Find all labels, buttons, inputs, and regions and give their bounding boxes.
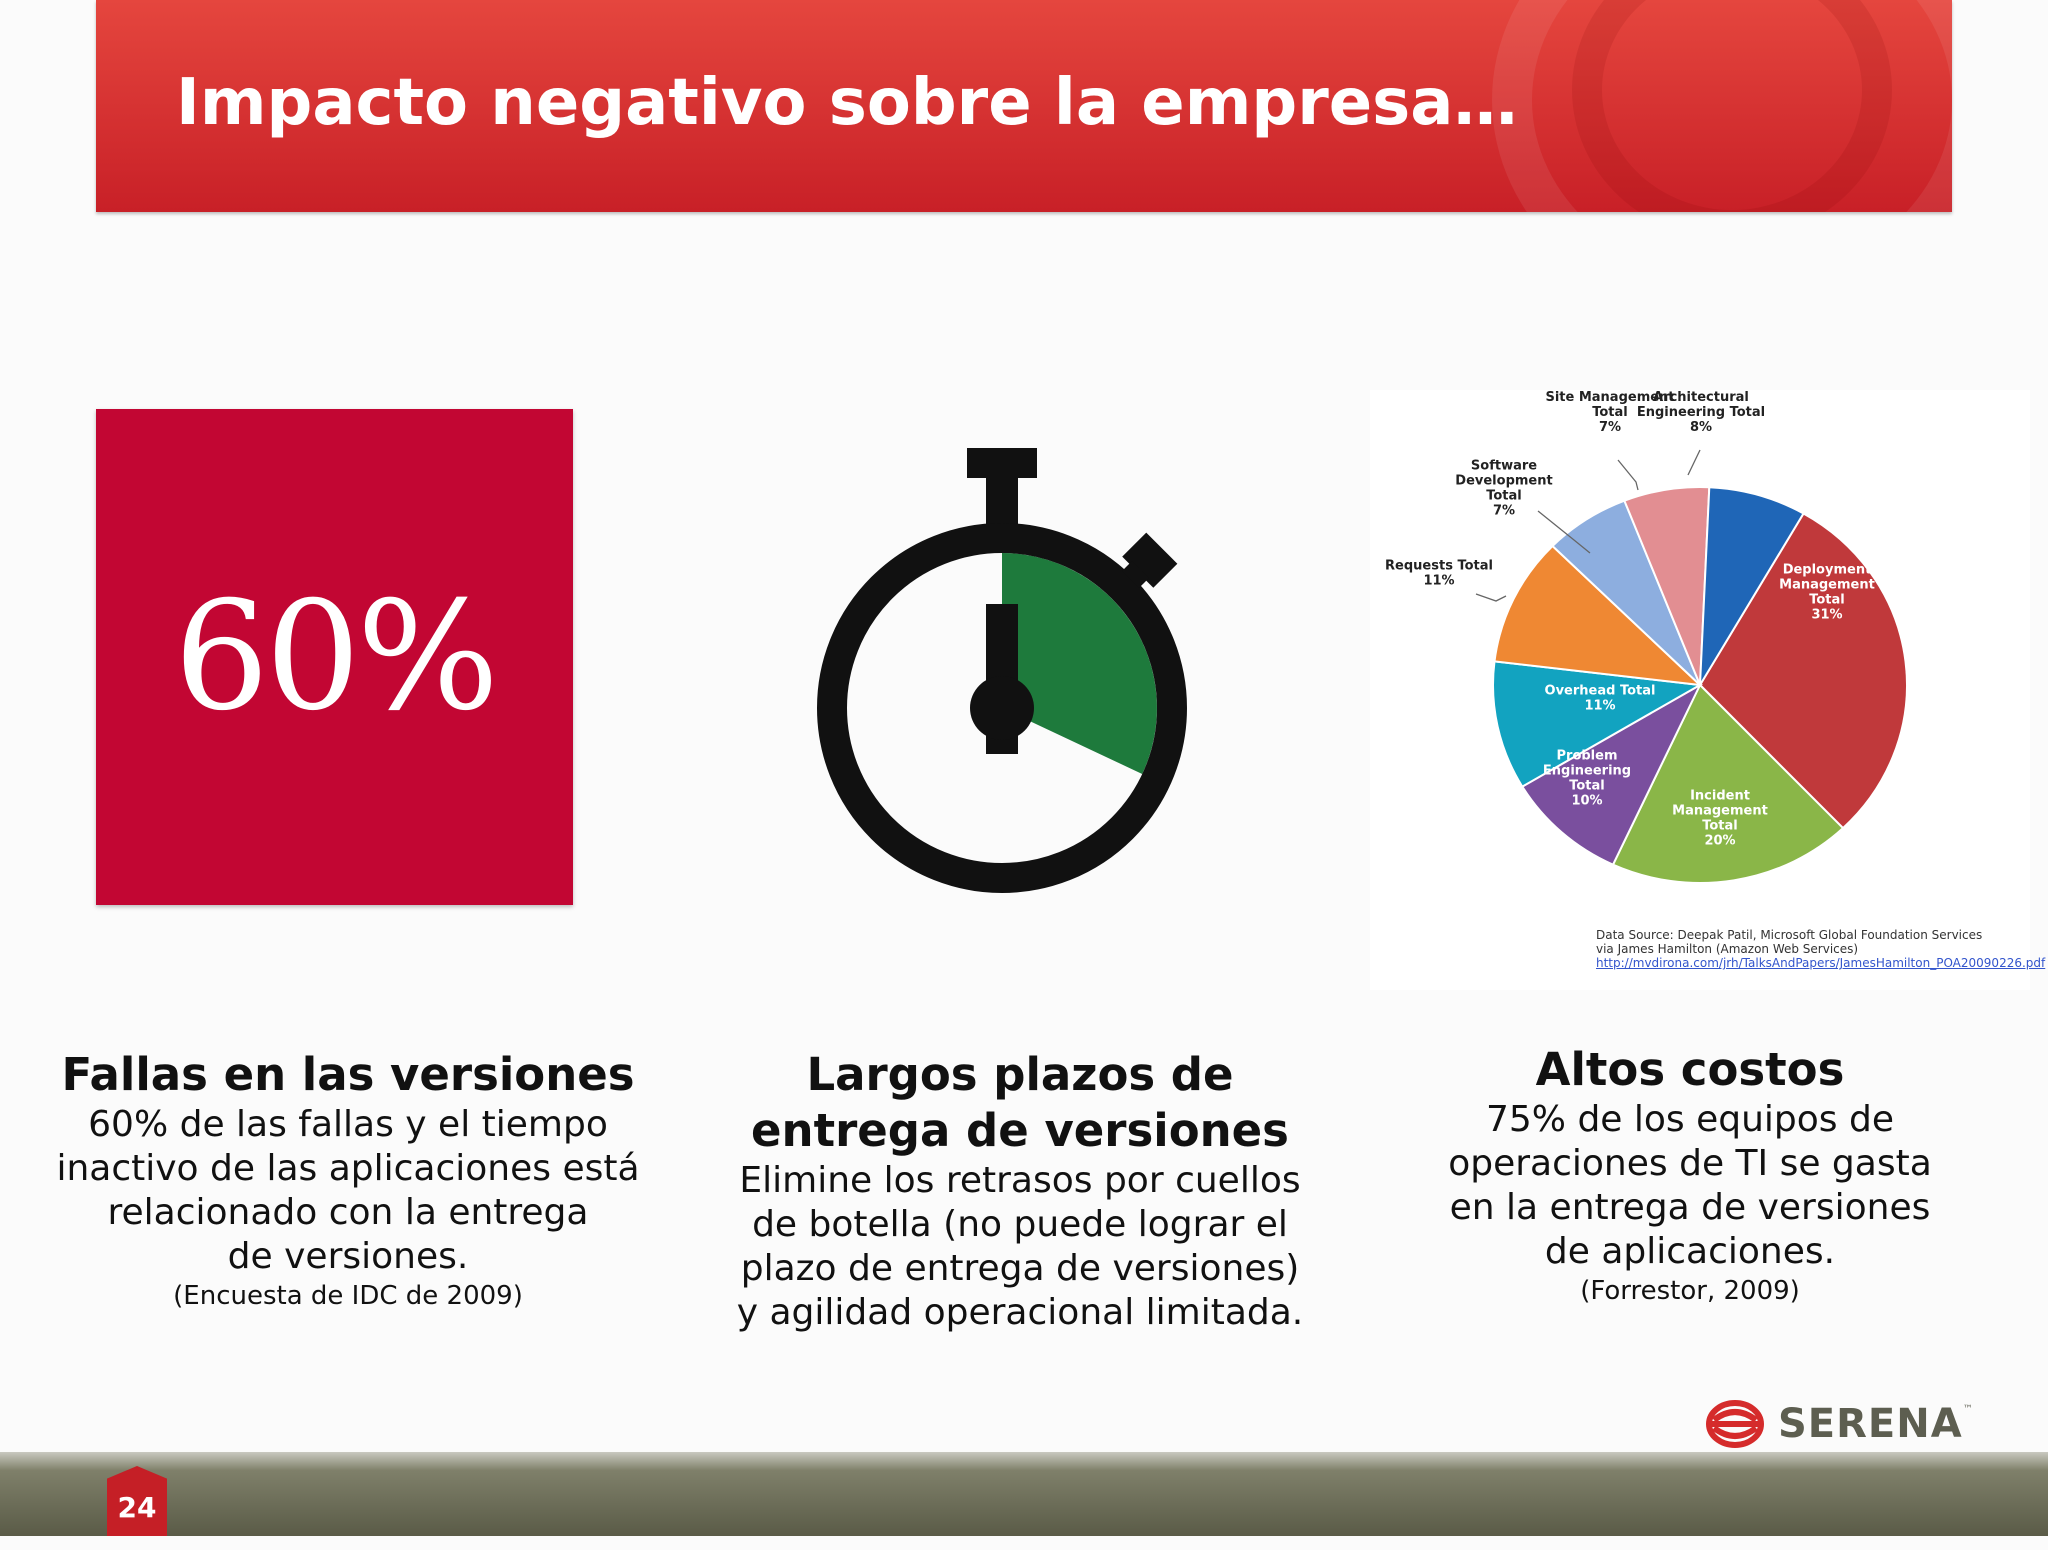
pie-slice-label: Site Management Total 7%	[1545, 390, 1674, 435]
column-source: (Forrestor, 2009)	[1580, 1276, 1800, 1306]
body-line: en la entrega de versiones	[1449, 1187, 1931, 1228]
pie-slice	[1698, 512, 1908, 830]
body-line: relacionado con la entrega	[107, 1192, 589, 1233]
column-heading: Fallas en las versiones	[61, 1048, 635, 1101]
leader-line-software	[1537, 510, 1591, 554]
stopwatch-stem	[986, 472, 1018, 524]
stopwatch-elapsed-sector	[1002, 553, 1157, 774]
brand-name: SERENA	[1778, 1401, 1963, 1447]
banner-swirl-decoration	[1572, 0, 1892, 212]
body-line: de aplicaciones.	[1544, 1231, 1836, 1272]
body-line: 60% de las fallas y el tiempo	[88, 1104, 608, 1145]
pie-slice-label: Incident Management Total 20%	[1672, 789, 1768, 849]
pie-slice-label: Overhead Total 11%	[1545, 684, 1656, 714]
leader-lines	[1475, 449, 1701, 602]
pie-chart-panel: Deployment Management Total 31% Incident Mana…	[1370, 390, 2030, 990]
body-line: 75% de los equipos de	[1485, 1099, 1895, 1140]
pie-slice-label: Problem Engineering Total 10%	[1543, 749, 1631, 809]
column-high-costs: Altos costos 75% de los equipos de opera…	[1380, 1042, 2000, 1308]
serena-logo-icon	[1706, 1400, 1764, 1448]
chart-source-note: Data Source: Deepak Patil, Microsoft Glo…	[1596, 928, 2045, 970]
column-heading: Largos plazos de	[806, 1048, 1234, 1101]
footer-bar	[0, 1452, 2048, 1536]
body-line: Elimine los retrasos por cuellos	[739, 1160, 1301, 1201]
source-link[interactable]: http://mvdirona.com/jrh/TalksAndPapers/J…	[1596, 956, 2046, 970]
column-release-failures: Fallas en las versiones 60% de las falla…	[40, 1047, 656, 1313]
pie-slice	[1493, 544, 1703, 687]
leader-line-site	[1617, 459, 1639, 491]
stopwatch-hub	[970, 676, 1034, 740]
pie-slice	[1699, 486, 1805, 686]
source-line: via James Hamilton (Amazon Web Services)	[1596, 942, 1859, 956]
body-line: plazo de entrega de versiones)	[740, 1248, 1300, 1289]
source-line: Data Source: Deepak Patil, Microsoft Glo…	[1596, 928, 1983, 942]
slide-title: Impacto negativo sobre la empresa…	[176, 66, 1518, 140]
trademark-mark: ™	[1962, 1404, 1973, 1415]
pie-slice-label: Architectural Engineering Total 8%	[1637, 390, 1765, 435]
page-number: 24	[107, 1466, 167, 1536]
leader-line-architectural	[1687, 449, 1701, 476]
stopwatch-icon	[817, 448, 1187, 893]
serena-logo: SERENA ™	[1706, 1398, 1996, 1450]
column-heading: Altos costos	[1535, 1043, 1845, 1096]
body-line: inactivo de las aplicaciones está	[56, 1148, 640, 1189]
pie-slice	[1520, 682, 1703, 867]
title-banner: Impacto negativo sobre la empresa…	[96, 0, 1952, 212]
stopwatch-ring	[817, 523, 1187, 893]
pie-slice	[1611, 683, 1845, 884]
column-heading: entrega de versiones	[751, 1104, 1289, 1157]
column-source: (Encuesta de IDC de 2009)	[173, 1281, 523, 1311]
pie-slice	[1492, 660, 1704, 788]
body-line: operaciones de TI se gasta	[1448, 1143, 1932, 1184]
body-line: y agilidad operacional limitada.	[736, 1292, 1304, 1333]
body-line: de botella (no puede lograr el	[752, 1204, 1288, 1245]
pie-slice-label: Software Development Total 7%	[1455, 459, 1552, 519]
pie-chart: Deployment Management Total 31% Incident Mana…	[1385, 390, 1908, 884]
body-line: de versiones.	[227, 1236, 469, 1277]
pie-slice-label: Requests Total 11%	[1385, 559, 1493, 589]
statistic-box: 60%	[96, 409, 573, 905]
leader-line-requests	[1475, 593, 1507, 602]
statistic-value: 60%	[173, 570, 499, 744]
column-long-lead-times: Largos plazos de entrega de versiones El…	[700, 1047, 1340, 1335]
pie-slice-label: Deployment Management Total 31%	[1779, 563, 1875, 623]
stopwatch-side-button	[1122, 532, 1178, 588]
